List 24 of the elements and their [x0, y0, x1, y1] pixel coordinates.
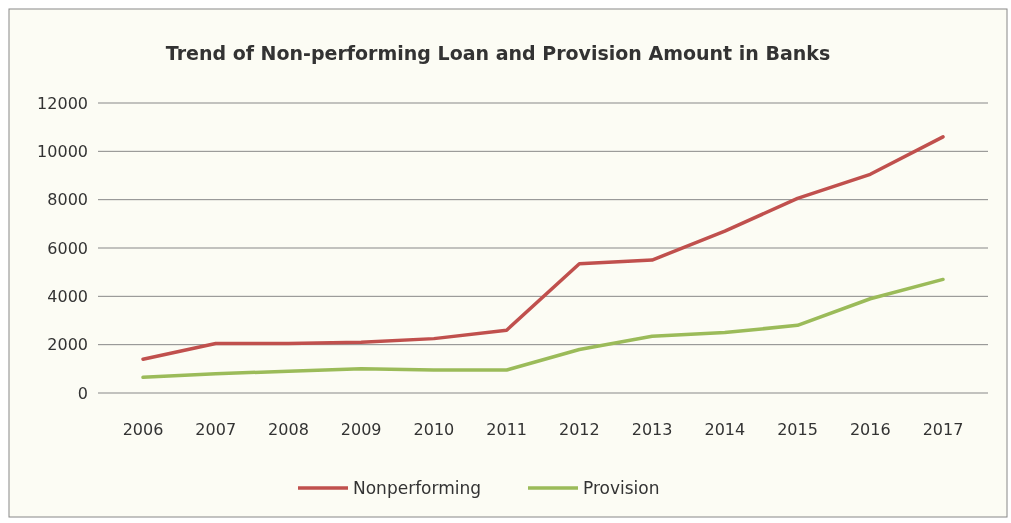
y-tick-label: 2000: [47, 335, 88, 355]
x-tick-label: 2016: [849, 420, 891, 439]
x-tick-label: 2007: [195, 420, 237, 439]
legend-label: Provision: [583, 477, 660, 498]
x-tick-label: 2008: [268, 420, 309, 439]
line-series: [141, 277, 945, 380]
x-tick-label: 2011: [486, 420, 527, 439]
x-tick-label: 2006: [122, 420, 164, 439]
x-tick-label: 2017: [922, 420, 964, 439]
x-tick-label: 2014: [704, 420, 746, 439]
line-series: [141, 135, 945, 361]
y-tick-label: 0: [77, 383, 88, 403]
y-tick-label: 4000: [47, 286, 88, 306]
y-tick-label: 6000: [47, 238, 88, 258]
legend-label: Nonperforming: [353, 477, 482, 498]
x-tick-label: 2009: [340, 420, 382, 439]
y-tick-label: 8000: [47, 190, 88, 210]
x-tick-label: 2013: [631, 420, 673, 439]
x-tick-label: 2012: [559, 420, 600, 439]
x-tick-label: 2010: [413, 420, 455, 439]
y-tick-label: 12000: [37, 93, 88, 113]
x-tick-label: 2015: [777, 420, 818, 439]
chart-title: Trend of Non-performing Loan and Provision Amount in Banks: [165, 42, 831, 64]
y-tick-label: 10000: [37, 141, 88, 161]
